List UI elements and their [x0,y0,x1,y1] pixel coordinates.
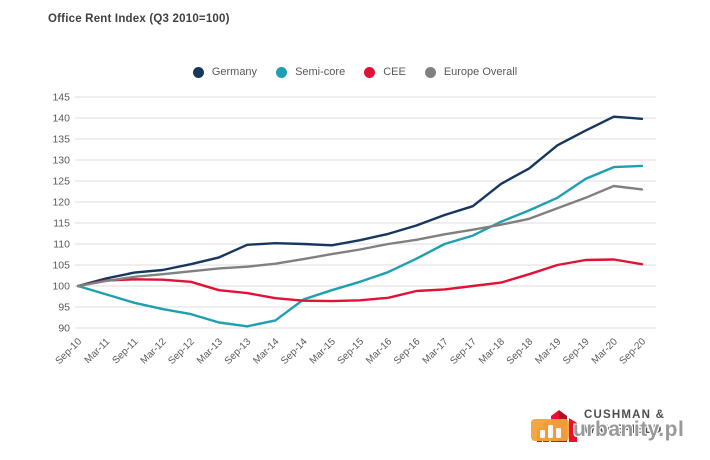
y-axis-label: 100 [52,281,70,293]
y-axis-label: 130 [52,155,70,167]
x-axis-label: Mar-14 [251,336,281,366]
x-axis-label: Sep-19 [561,336,592,367]
x-axis-label: Mar-17 [421,336,451,366]
x-axis-label: Mar-20 [590,336,620,366]
legend-item-europe-overall: Europe Overall [424,66,518,78]
x-axis-label: Sep-11 [110,336,140,366]
y-axis-label: 90 [58,323,70,335]
legend: Germany Semi-core CEE Europe Overall [0,66,710,78]
brand-name-bottom: WAKEFIELD [584,424,663,436]
legend-label-europe-overall: Europe Overall [443,66,518,78]
x-axis-label: Mar-12 [139,336,169,366]
x-axis-label: Sep-13 [223,336,254,367]
legend-label-cee: CEE [383,66,406,78]
brand-logo-area: CUSHMAN & WAKEFIELD urbanity.pl [531,402,706,458]
x-axis-label: Mar-11 [83,336,113,366]
y-axis-label: 145 [52,92,70,104]
y-axis-label: 115 [53,218,70,230]
legend-marker-semi-core [276,66,288,78]
urbanity-logo-icon [531,419,569,441]
legend-item-semi-core: Semi-core [276,66,345,78]
legend-item-cee: CEE [364,66,406,78]
y-axis-label: 120 [52,197,70,209]
y-axis-label: 125 [52,176,70,188]
x-axis-label: Sep-15 [336,336,367,367]
y-axis-label: 135 [52,134,70,146]
watermark-text: urbanity.pl [573,418,685,441]
legend-item-germany: Germany [192,66,258,78]
x-axis-label: Sep-14 [279,336,310,367]
x-axis-label: Mar-13 [195,336,225,366]
series-line-europe-overall [76,184,644,288]
x-axis-label: Sep-18 [505,336,536,367]
series-line-cee [76,258,644,303]
x-axis-label: Mar-15 [308,336,338,366]
watermark: urbanity.pl [531,418,684,442]
x-axis-label: Mar-19 [533,336,563,366]
series-line-germany [76,115,644,288]
x-axis-label: Mar-18 [477,336,507,366]
brand-name-top: CUSHMAN & [584,409,666,421]
series-line-semi-core [76,164,644,328]
y-axis-label: 105 [52,260,70,272]
chart-title: Office Rent Index (Q3 2010=100) [48,13,230,25]
legend-label-germany: Germany [211,66,258,78]
legend-marker-cee [364,66,376,78]
x-axis-label: Sep-17 [448,336,479,367]
legend-label-semi-core: Semi-core [295,66,346,78]
legend-marker-germany [192,66,204,78]
x-axis-label: Sep-20 [618,336,649,367]
y-axis-label: 110 [53,239,70,251]
line-chart: 90 95 100 105 110 115 120 125 130 135 140 145 Sep-10… [52,92,656,367]
legend-marker-europe-overall [424,66,436,78]
x-axis-label: Mar-16 [364,336,394,366]
y-axis-label: 140 [52,113,70,125]
x-axis-label: Sep-10 [54,336,85,367]
y-axis-label: 95 [58,302,70,314]
x-axis-label: Sep-12 [166,336,197,367]
x-axis-label: Sep-16 [392,336,423,367]
